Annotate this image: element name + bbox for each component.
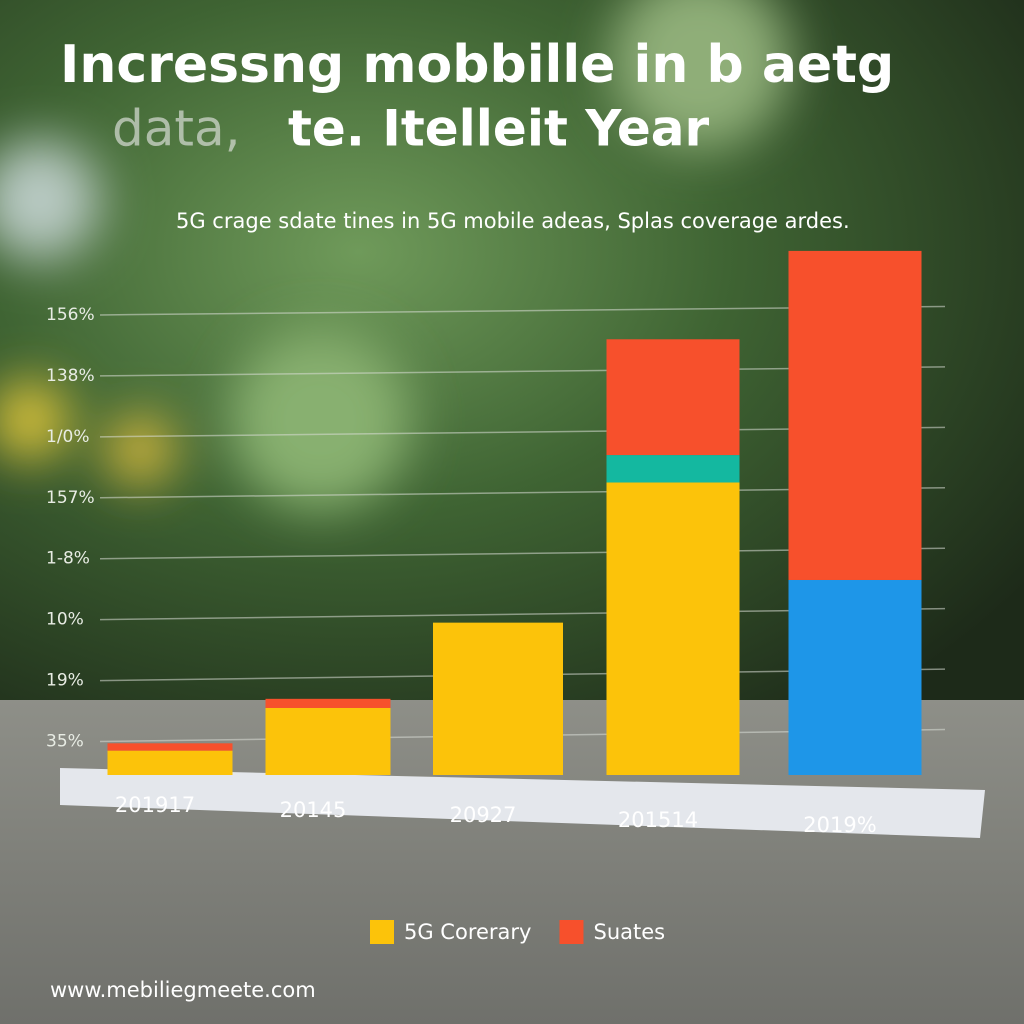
axis-label: 1-8% <box>46 549 90 569</box>
bar-segment <box>788 250 922 580</box>
base-plate <box>60 768 985 838</box>
x-tick-label: 201917 <box>115 793 195 817</box>
legend-swatch <box>370 920 394 944</box>
x-tick-label: 2019% <box>803 813 876 837</box>
axis-label: 157% <box>46 488 95 508</box>
axis-label: 156% <box>46 305 95 325</box>
subtitle: 5G crage sdate tines in 5G mobile adeas,… <box>176 209 850 233</box>
bar-segment <box>107 743 233 751</box>
bar-segment <box>265 698 391 708</box>
x-tick-label: 20927 <box>450 803 517 827</box>
bar-segment <box>433 622 563 775</box>
axis-label: 1/0% <box>46 427 90 447</box>
axis-label: 10% <box>46 610 84 630</box>
chart-title: Incressng mobbille in b aetg <box>60 35 894 95</box>
footer: www.mebiliegmeete.com <box>50 978 316 1002</box>
axis-label: 138% <box>46 366 95 386</box>
legend-label: Suates <box>593 920 665 944</box>
bar-segment <box>788 579 922 775</box>
x-tick-label: 20145 <box>280 798 347 822</box>
bar-segment <box>606 455 740 483</box>
bar-segment <box>606 482 740 775</box>
legend-label: 5G Corerary <box>404 920 531 944</box>
bar-segment <box>606 339 740 456</box>
legend-swatch <box>559 920 584 944</box>
title-faded: data, <box>112 100 241 158</box>
bokeh <box>0 0 790 510</box>
x-tick-label: 201514 <box>618 808 698 832</box>
bar-segment <box>107 750 233 775</box>
title-line2: te. Itelleit Year <box>288 100 710 158</box>
axis-label: 19% <box>46 671 84 691</box>
axis-label: 35% <box>46 732 84 752</box>
bar-segment <box>265 707 391 775</box>
